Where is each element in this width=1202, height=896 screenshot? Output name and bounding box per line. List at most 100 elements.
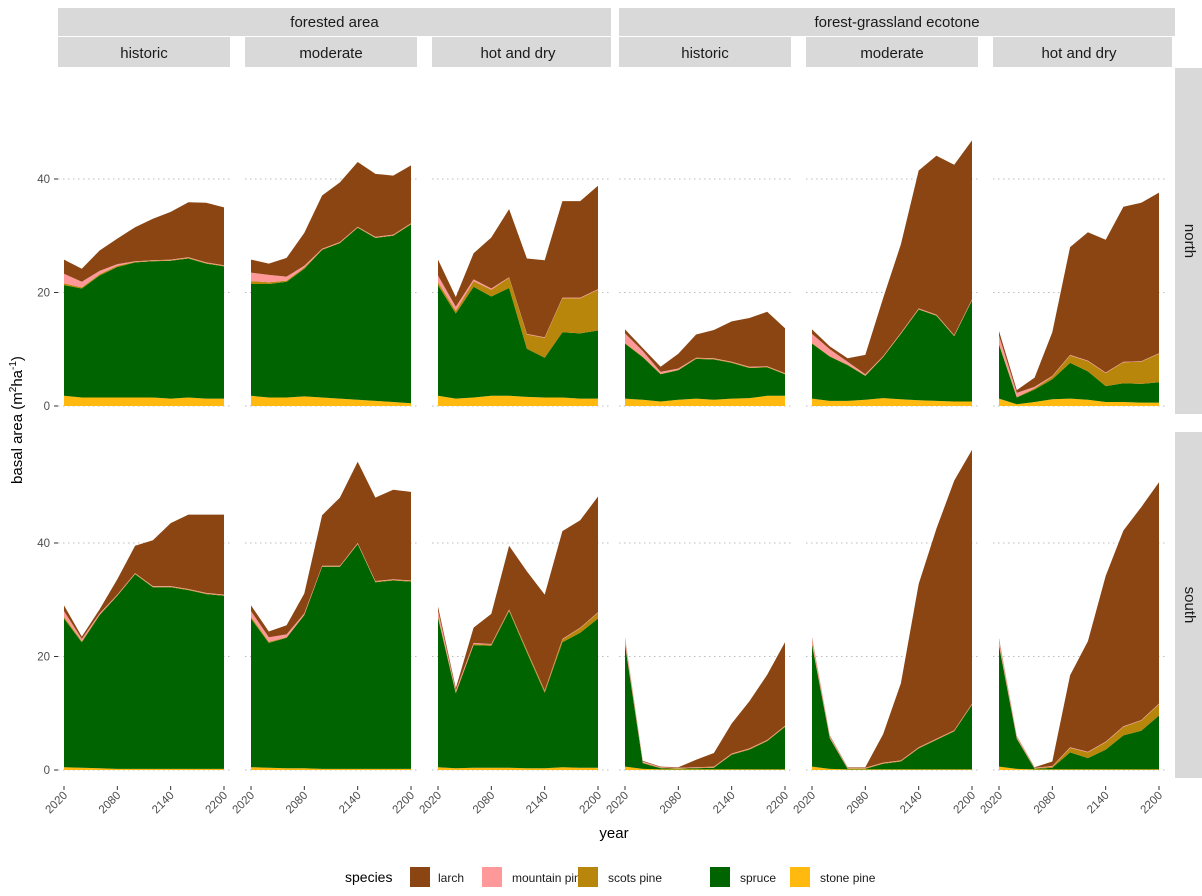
x-tick-label-2140: 2140 [1085, 790, 1112, 817]
legend-title: species [345, 869, 392, 885]
legend-swatch-stone-pine [790, 867, 810, 887]
legend-label-scots-pine: scots pine [608, 871, 662, 885]
area-larch [438, 496, 598, 691]
x-tick-label-2140: 2140 [337, 790, 364, 817]
strip-scenario-hot-and-dry [993, 37, 1172, 67]
area-larch [438, 185, 598, 338]
strip-label-scenario-historic: historic [681, 45, 729, 62]
legend-label-larch: larch [438, 871, 464, 885]
strip-scenario-moderate [806, 37, 978, 67]
strip-label-scenario-hot-and-dry: hot and dry [480, 45, 556, 62]
y-tick-label-40: 40 [37, 538, 50, 550]
panel-north-forest-grassland-ecotone-moderate [806, 140, 978, 407]
y-tick-label-0: 0 [44, 401, 50, 413]
area-stone-pine [438, 767, 598, 770]
area-spruce [999, 645, 1159, 770]
facet-panels [58, 140, 1165, 771]
strip-label-forested-area: forested area [290, 14, 379, 31]
area-scots-pine [438, 277, 598, 358]
area-stone-pine [999, 398, 1159, 406]
area-stone-pine [625, 395, 785, 406]
strip-label-scenario-moderate: moderate [299, 45, 362, 62]
panel-north-forested-area-historic [58, 178, 230, 407]
x-tick-label-2200: 2200 [204, 790, 231, 817]
x-tick-label-2080: 2080 [1032, 790, 1059, 817]
area-spruce [64, 258, 224, 399]
y-tick-label-20: 20 [37, 652, 50, 664]
area-larch [251, 162, 411, 277]
y-tick-label-40: 40 [37, 174, 50, 186]
x-tick-label-2080: 2080 [845, 790, 872, 817]
area-stone-pine [999, 766, 1159, 770]
area-scots-pine [438, 610, 598, 694]
panel-north-forested-area-moderate [245, 162, 417, 407]
strip-label-forest-grassland-ecotone: forest-grassland ecotone [814, 14, 979, 31]
x-tick-label-2140: 2140 [524, 790, 551, 817]
y-axis-title-sup1: 2 [8, 386, 19, 392]
panel-north-forested-area-hot-and-dry [432, 178, 611, 407]
area-larch [625, 311, 785, 374]
panel-south-forested-area-moderate [245, 461, 417, 771]
y-axis-title-sup2: -1 [8, 361, 19, 370]
x-tick-label-2140: 2140 [898, 790, 925, 817]
area-scots-pine [625, 343, 785, 375]
area-scots-pine [999, 644, 1159, 769]
strip-label-row-north: north [1181, 224, 1198, 258]
y-axis-title-end: ) [9, 356, 26, 361]
area-scots-pine [999, 343, 1159, 398]
area-stone-pine [812, 398, 972, 406]
x-tick-label-2080: 2080 [658, 790, 685, 817]
y-axis-title: basal area (m2ha-1) [8, 356, 26, 484]
strip-row-north [1175, 68, 1202, 414]
x-tick-label-2200: 2200 [391, 790, 418, 817]
x-tick-label-2200: 2200 [1139, 790, 1166, 817]
area-mountain-pine [438, 609, 598, 693]
area-spruce [64, 574, 224, 769]
panel-south-forested-area-historic [58, 514, 230, 771]
area-larch [251, 461, 411, 638]
area-mountain-pine [251, 223, 411, 283]
area-mountain-pine [64, 257, 224, 288]
area-larch [812, 140, 972, 375]
area-larch [64, 202, 224, 282]
y-tick-label-0: 0 [44, 765, 50, 777]
legend-swatch-mountain-pine [482, 867, 502, 887]
x-tick-label-2200: 2200 [765, 790, 792, 817]
strip-forested-area [58, 8, 611, 36]
area-stone-pine [625, 766, 785, 770]
area-stone-pine [438, 395, 598, 406]
legend-swatch-larch [410, 867, 430, 887]
area-stone-pine [251, 767, 411, 770]
strip-row-south [1175, 432, 1202, 778]
x-tick-label-2020: 2020 [979, 790, 1006, 817]
x-tick-label-2140: 2140 [711, 790, 738, 817]
panel-south-forested-area-hot-and-dry [432, 496, 611, 771]
y-tick-label-20: 20 [37, 288, 50, 300]
legend: species larch mountain pine scots pine spru… [345, 867, 876, 887]
x-tick-label-2140: 2140 [150, 790, 177, 817]
legend-label-spruce: spruce [740, 871, 776, 885]
strip-scenario-historic [58, 37, 230, 67]
y-axis-title-mid: ha [9, 369, 26, 386]
x-tick-label-2020: 2020 [231, 790, 258, 817]
area-spruce [625, 343, 785, 402]
x-tick-label-2020: 2020 [792, 790, 819, 817]
area-larch [812, 449, 972, 768]
area-larch [999, 192, 1159, 393]
area-larch [999, 482, 1159, 768]
x-tick-label-2200: 2200 [952, 790, 979, 817]
area-spruce [812, 300, 972, 402]
x-tick-label-2020: 2020 [44, 790, 71, 817]
y-axis-title-main: basal area (m [9, 392, 26, 484]
area-spruce [251, 544, 411, 769]
strip-scenario-moderate [245, 37, 417, 67]
panel-north-forest-grassland-ecotone-hot-and-dry [993, 178, 1165, 407]
x-tick-label-2200: 2200 [578, 790, 605, 817]
area-spruce [251, 224, 411, 404]
x-tick-label-2020: 2020 [605, 790, 632, 817]
area-stone-pine [812, 766, 972, 770]
area-spruce [625, 644, 785, 770]
panel-south-forest-grassland-ecotone-moderate [806, 449, 978, 771]
x-axis-title: year [599, 825, 628, 842]
